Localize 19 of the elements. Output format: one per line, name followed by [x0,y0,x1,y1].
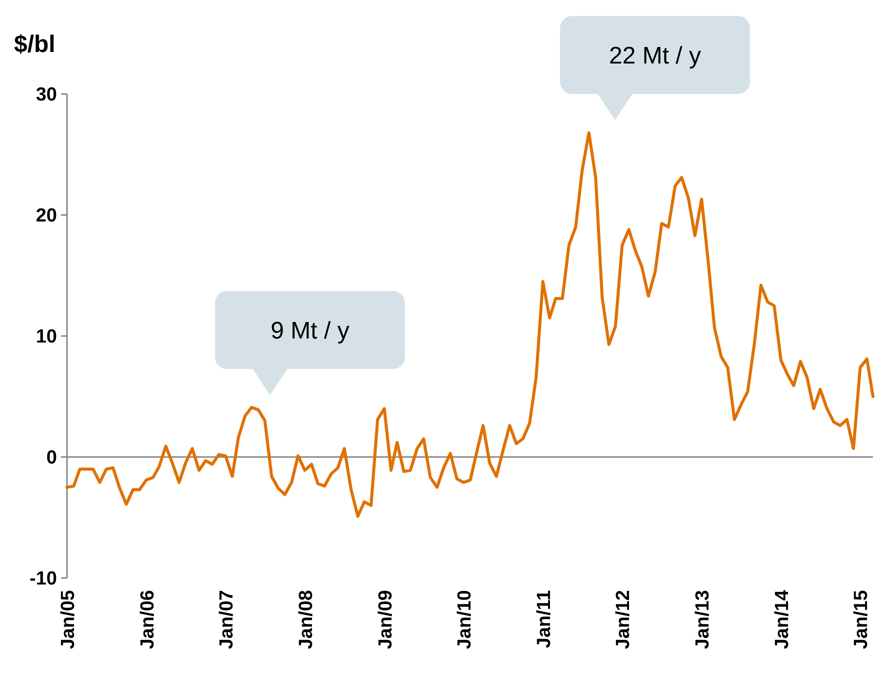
y-tick-label: 20 [36,206,57,227]
x-tick-label: Jan/05 [58,590,79,650]
y-tick-label: 30 [36,84,57,106]
annotation: 9 Mt / y [270,317,350,344]
x-tick-label: Jan/09 [375,590,396,650]
x-tick-label: Jan/12 [613,590,634,650]
x-tick-label: Jan/07 [216,590,238,650]
x-tick-label: Jan/14 [772,590,793,650]
x-tick-label: Jan/10 [454,590,476,650]
y-tick-label: 10 [36,326,57,348]
x-tick-label: Jan/15 [851,590,872,650]
x-tick-label: Jan/08 [296,590,317,650]
text: 22 Mt / y [608,42,702,70]
x-tick-label: Jan/11 [534,590,555,648]
x-tick-label: Jan/13 [692,590,714,650]
y-tick-label: -10 [30,568,57,590]
y-tick-label: 0 [46,448,57,469]
y-axis-title: $/bl [14,31,56,58]
x-tick-label: Jan/06 [137,590,158,650]
